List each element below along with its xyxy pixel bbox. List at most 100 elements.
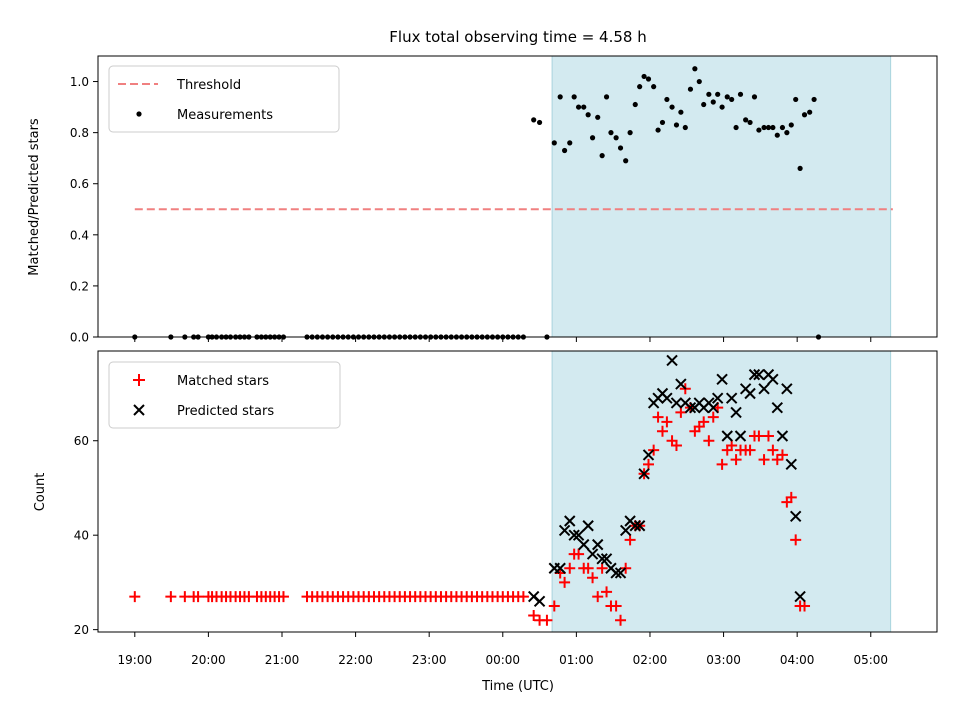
legend-predicted-label: Predicted stars (177, 404, 274, 419)
predicted-star-marker (642, 449, 655, 461)
x-axis-ticks-top (134, 337, 872, 342)
legend-predicted-swatch (133, 404, 145, 416)
legend-matched-swatch (133, 374, 145, 386)
matched-star-marker (587, 572, 599, 584)
measurement-point (632, 101, 638, 108)
matched-star-marker (652, 411, 664, 423)
measurement-point (651, 84, 657, 90)
predicted-star-marker (725, 392, 738, 404)
measurement-point (696, 78, 702, 85)
predicted-star-marker (614, 567, 627, 579)
predicted-star-marker (707, 401, 719, 414)
measurement-point (585, 112, 591, 118)
legend-top-frame (108, 65, 340, 133)
predicted-star-marker (789, 510, 802, 523)
matched-star-marker (277, 591, 289, 603)
predicted-star-marker (748, 368, 761, 381)
predicted-stars-points (527, 354, 806, 608)
measurement-point (692, 66, 698, 72)
predicted-star-marker (711, 392, 724, 404)
bottom-panel: 20 40 60 19:00 20:00 21:00 22:00 23:00 00:00 01:… (33, 350, 938, 667)
matched-star-marker (615, 614, 627, 626)
predicted-star-marker (716, 373, 728, 386)
x-tick-label: 23:00 (412, 653, 447, 667)
measurement-point (551, 140, 557, 146)
measurement-point (774, 132, 780, 138)
matched-star-marker (582, 562, 594, 574)
measurement-point (719, 104, 725, 110)
matched-star-marker (656, 425, 668, 437)
legend-measurements-swatch (136, 111, 142, 117)
predicted-star-marker (564, 515, 576, 527)
predicted-star-marker (721, 430, 733, 442)
measurement-point (659, 119, 666, 126)
measurement-point (801, 112, 808, 118)
top-panel: 0.0 0.2 0.4 0.6 0.8 1.0 Matched/Predicted sta… (27, 55, 938, 345)
measurement-point (788, 122, 794, 128)
measurement-point (673, 122, 680, 128)
predicted-star-marker (744, 387, 756, 400)
x-axis-label: Time (UTC) (481, 679, 554, 694)
predicted-star-marker (558, 524, 571, 537)
measurement-point (575, 104, 582, 110)
predicted-star-marker (619, 524, 632, 537)
measurement-point (682, 124, 688, 131)
predicted-star-marker (767, 373, 779, 386)
measurement-point (701, 101, 707, 108)
y-tick-label: 0.0 (70, 331, 89, 345)
predicted-star-marker (592, 538, 604, 551)
measurement-point (743, 117, 749, 123)
top-axes-frame (97, 55, 938, 338)
matched-star-marker (698, 416, 710, 428)
predicted-star-marker (758, 383, 770, 395)
matched-star-marker (785, 491, 797, 503)
measurement-point (678, 109, 684, 115)
measurement-point (797, 165, 803, 171)
matched-star-marker (192, 591, 204, 603)
matched-star-marker (528, 609, 540, 621)
matched-star-marker (790, 534, 802, 546)
predicted-star-marker (572, 529, 585, 541)
measurement-point (645, 76, 652, 82)
matched-star-marker (592, 591, 604, 603)
predicted-star-marker (629, 520, 641, 532)
measurement-point (595, 114, 601, 120)
predicted-star-marker (582, 520, 594, 532)
measurement-point (664, 96, 670, 103)
measurement-point (765, 124, 772, 131)
y-axis-label-top: Matched/Predicted stars (27, 118, 42, 276)
x-tick-label: 04:00 (780, 653, 815, 667)
measurement-point (751, 94, 758, 100)
measurement-point (613, 135, 619, 141)
y-tick-label: 40 (74, 529, 89, 543)
measurement-point (531, 117, 537, 123)
matched-star-marker (129, 591, 141, 603)
measurement-point (589, 135, 596, 141)
matched-star-marker (559, 576, 571, 588)
matched-star-marker (771, 454, 783, 466)
measurement-point (581, 104, 587, 110)
matched-star-marker (767, 444, 779, 456)
measurement-point (729, 96, 735, 103)
matched-star-marker (541, 614, 553, 626)
predicted-star-marker (633, 520, 646, 532)
matched-star-marker (799, 600, 811, 612)
x-axis-ticks-bottom: 19:00 20:00 21:00 22:00 23:00 00:00 01:00 02:00… (118, 632, 888, 667)
predicted-star-marker (753, 368, 765, 381)
legend-bottom-frame (108, 361, 341, 429)
predicted-star-marker (638, 468, 650, 480)
matched-star-marker (596, 562, 608, 574)
measurement-point (737, 91, 744, 97)
legend-top: Threshold Measurements (108, 65, 340, 133)
measurement-point (811, 96, 817, 103)
measurement-point (571, 94, 577, 100)
matched-star-marker (573, 548, 585, 560)
matched-star-marker (661, 416, 673, 428)
predicted-star-marker (675, 378, 687, 390)
y-tick-label: 1.0 (70, 75, 89, 89)
y-tick-label: 0.4 (70, 228, 89, 242)
measurement-point (710, 99, 716, 105)
x-tick-label: 02:00 (633, 653, 668, 667)
matched-star-marker (624, 534, 636, 546)
predicted-star-marker (661, 392, 673, 404)
